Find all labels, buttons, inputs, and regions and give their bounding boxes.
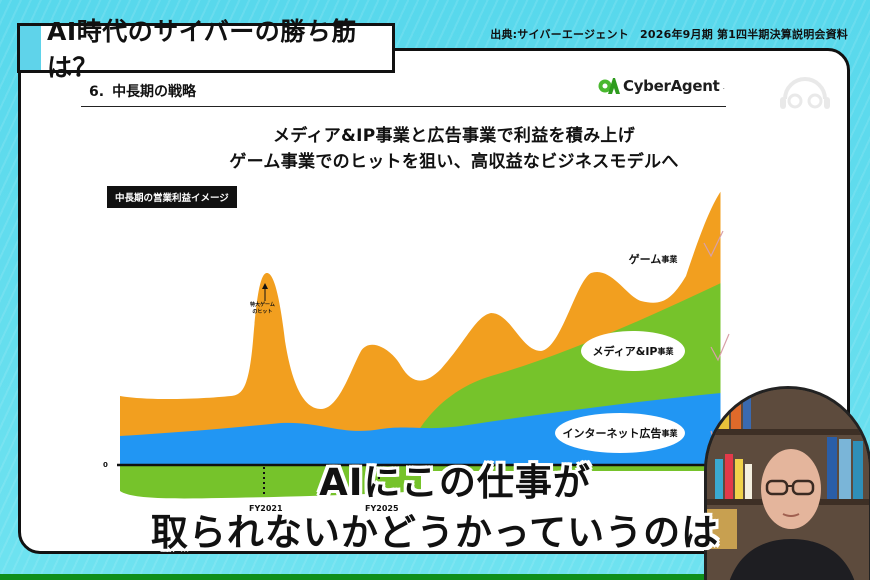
section-number: 6. xyxy=(89,84,105,100)
episode-title: AI時代のサイバーの勝ち筋は？ xyxy=(47,17,357,82)
annotation-label: 特大ゲーム のヒット xyxy=(250,302,275,315)
headline-line-2: ゲーム事業でのヒットを狙い、高収益なビジネスモデルへ xyxy=(229,152,679,172)
check-mark-icon xyxy=(703,230,724,258)
speaker-portrait xyxy=(707,389,869,580)
source-caption: 出典:サイバーエージェント 2026年9月期 第1四半期決算説明会資料 xyxy=(490,28,848,41)
slide-frame: 6. 中長期の戦略 CyberAgent. メディア&IP事業と広告事業で利益を積… xyxy=(18,48,850,554)
channel-watermark-icon xyxy=(780,77,830,109)
y-axis-zero-label: 0 xyxy=(103,461,108,469)
subtitle-line-2: 取られないかどうかっていうのは xyxy=(150,511,720,554)
legend-label-ads: インターネット広告 事業 xyxy=(555,413,685,453)
title-accent-bar xyxy=(20,26,42,70)
x-tick-fy2025: FY2025 xyxy=(365,504,399,513)
headline-line-1: メディア&IP事業と広告事業で利益を積み上げ xyxy=(272,126,636,146)
cyberagent-logo: CyberAgent. xyxy=(598,77,725,95)
check-mark-icon xyxy=(710,333,730,362)
legend-label-media: メディア&IP 事業 xyxy=(581,331,685,371)
logo-text: CyberAgent xyxy=(622,77,720,95)
episode-title-box: AI時代のサイバーの勝ち筋は？ xyxy=(17,17,395,82)
legend-label-game: ゲーム 事業 xyxy=(618,240,688,278)
subtitle-line-1: AIにこの仕事が xyxy=(319,461,591,504)
series-ads-area xyxy=(120,393,721,465)
cyberagent-logo-icon xyxy=(598,78,620,94)
series-media-negative-area xyxy=(120,465,421,499)
section-heading: 6. 中長期の戦略 xyxy=(81,81,726,107)
speaker-video xyxy=(704,386,870,580)
x-tick-fy2021: FY2021 xyxy=(249,504,283,513)
bottom-accent-bar xyxy=(0,574,870,580)
chart-title-tag: 中長期の営業利益イメージ xyxy=(107,186,237,208)
section-title: 中長期の戦略 xyxy=(112,84,197,100)
